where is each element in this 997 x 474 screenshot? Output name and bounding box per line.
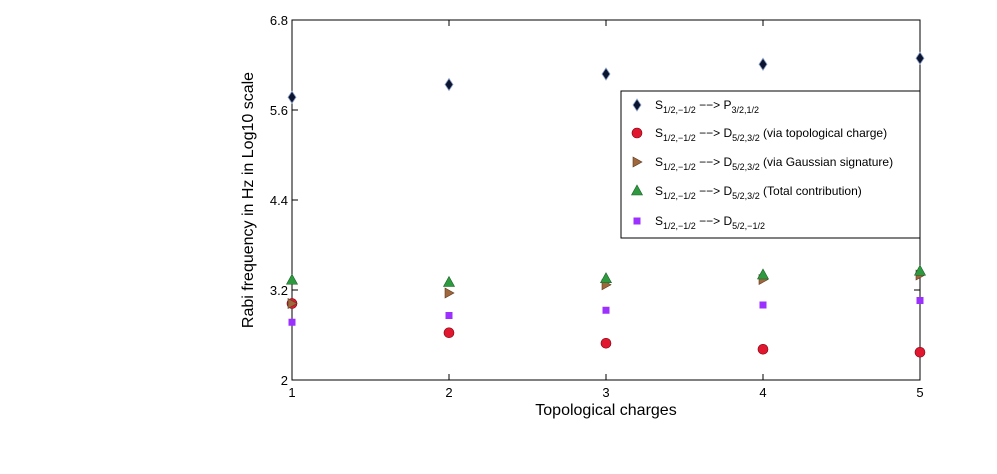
y-tick-label: 3.2: [270, 283, 288, 298]
legend-label: S1/2,−1/2 −−> D5/2,−1/2: [655, 214, 765, 231]
data-point: [285, 273, 299, 285]
y-tick-label: 5.6: [270, 103, 288, 118]
legend-label: S1/2,−1/2 −−> D5/2,3/2 (via topological …: [655, 126, 887, 143]
legend-marker: [632, 98, 642, 112]
legend-text-part: S: [655, 126, 663, 140]
legend-text-part: P: [724, 98, 732, 112]
data-points: [285, 51, 927, 358]
data-point: [916, 297, 924, 304]
series-1: [287, 51, 925, 104]
data-point: [287, 297, 298, 310]
x-tick-label: 4: [759, 385, 766, 400]
legend-subscript: 1/2,−1/2: [663, 221, 696, 231]
y-tick-label: 6.8: [270, 13, 288, 28]
legend-item: S1/2,−1/2 −−> D5/2,3/2 (via topological …: [631, 126, 887, 143]
legend-text-part: D: [724, 184, 733, 198]
legend-text-part: (Total contribution): [760, 184, 862, 198]
legend-text-part: −−>: [696, 98, 724, 112]
data-point: [914, 346, 926, 358]
legend-item: S1/2,−1/2 −−> D5/2,3/2 (Total contributi…: [630, 184, 862, 201]
legend-subscript: 1/2,−1/2: [663, 191, 696, 201]
data-point: [288, 318, 296, 326]
y-tick-label: 2: [281, 373, 288, 388]
data-point: [444, 287, 455, 299]
legend-label: S1/2,−1/2 −−> D5/2,3/2 (Total contributi…: [655, 184, 862, 201]
legend-text-part: D: [724, 126, 733, 140]
legend-label: S1/2,−1/2 −−> D5/2,3/2 (via Gaussian sig…: [655, 155, 893, 172]
tick-labels: 1 2 3 4 523.24.45.66.8: [270, 13, 924, 400]
legend-text-part: −−>: [696, 126, 724, 140]
data-point: [444, 77, 454, 92]
legend-marker: [630, 184, 644, 196]
y-tick-label: 4.4: [270, 193, 288, 208]
legend-text-part: S: [655, 155, 663, 169]
data-point: [287, 90, 297, 104]
data-point: [445, 312, 453, 319]
data-point: [757, 343, 769, 355]
y-axis-title: Rabi frequency in Hz in Log10 scale: [240, 72, 257, 328]
legend-label: S1/2,−1/2 −−> P3/2,1/2: [655, 98, 759, 115]
data-point: [758, 57, 768, 71]
x-axis-title: Topological charges: [535, 402, 676, 419]
legend-box: [620, 90, 921, 239]
data-point: [602, 306, 610, 314]
legend: S1/2,−1/2 −−> P3/2,1/2S1/2,−1/2 −−> D5/2…: [620, 90, 921, 239]
legend-subscript: 5/2,3/2: [732, 133, 760, 143]
data-point: [913, 264, 927, 276]
legend-text-part: S: [655, 98, 663, 112]
legend-text-part: S: [655, 184, 663, 198]
legend-subscript: 5/2,3/2: [732, 162, 760, 172]
legend-marker: [633, 217, 641, 225]
x-tick-label: 1: [288, 385, 295, 400]
legend-subscript: 1/2,−1/2: [663, 133, 696, 143]
legend-text-part: −−>: [696, 214, 724, 228]
legend-item: S1/2,−1/2 −−> D5/2,3/2 (via Gaussian sig…: [632, 155, 893, 172]
legend-subscript: 3/2,1/2: [732, 105, 760, 115]
series-5: [288, 297, 924, 326]
legend-item: S1/2,−1/2 −−> P3/2,1/2: [632, 98, 759, 115]
x-tick-label: 3: [602, 385, 609, 400]
legend-text-part: (via topological charge): [760, 126, 887, 140]
legend-item: S1/2,−1/2 −−> D5/2,−1/2: [633, 214, 765, 231]
legend-text-part: −−>: [696, 155, 724, 169]
data-point: [599, 272, 613, 284]
data-point: [756, 268, 770, 280]
legend-text-part: D: [724, 214, 733, 228]
legend-text-part: D: [724, 155, 733, 169]
data-point: [442, 275, 456, 287]
legend-subscript: 1/2,−1/2: [663, 105, 696, 115]
legend-subscript: 1/2,−1/2: [663, 162, 696, 172]
legend-text-part: S: [655, 214, 663, 228]
series-4: [285, 264, 927, 287]
legend-marker: [631, 127, 643, 139]
legend-text-part: −−>: [696, 184, 724, 198]
data-point: [601, 67, 611, 81]
data-point: [759, 301, 767, 309]
legend-text-part: (via Gaussian signature): [760, 155, 893, 169]
legend-marker: [632, 156, 643, 168]
x-tick-label: 2: [445, 385, 452, 400]
legend-subscript: 5/2,3/2: [732, 191, 760, 201]
data-point: [443, 327, 455, 339]
x-tick-label: 5: [916, 385, 923, 400]
data-point: [600, 337, 612, 349]
legend-subscript: 5/2,−1/2: [732, 221, 765, 231]
data-point: [915, 51, 925, 65]
